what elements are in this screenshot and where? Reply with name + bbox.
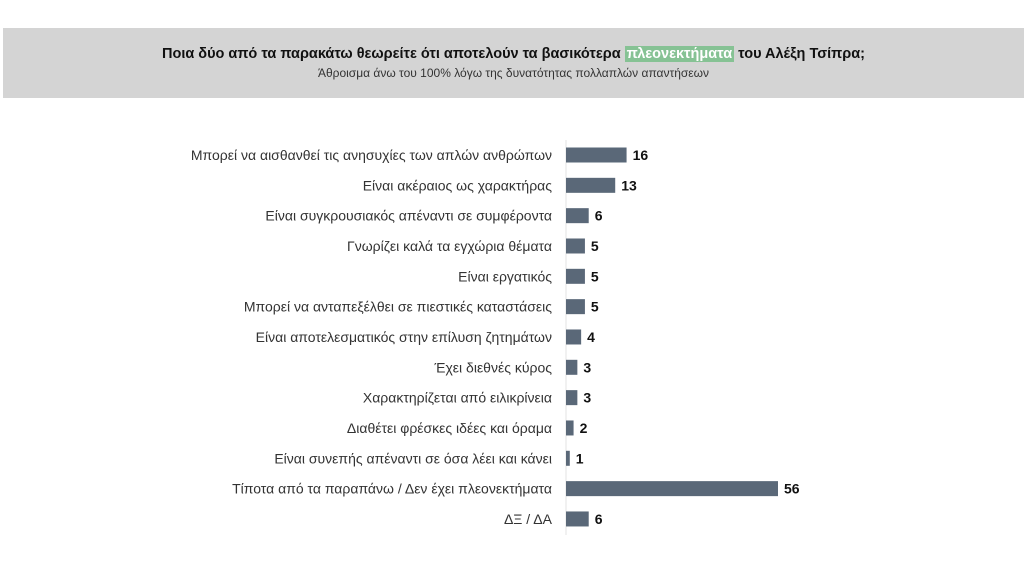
value-label: 2: [580, 420, 588, 436]
chart-header: Ποια δύο από τα παρακάτω θεωρείτε ότι απ…: [3, 28, 1024, 98]
bar: [566, 177, 616, 193]
title-highlight: πλεονεκτήματα: [624, 46, 735, 62]
title-text: Ποια δύο από τα παρακάτω θεωρείτε ότι απ…: [162, 46, 625, 62]
chart-title: Ποια δύο από τα παρακάτω θεωρείτε ότι απ…: [3, 46, 1024, 62]
category-label: Μπορεί να αισθανθεί τις ανησυχίες των απ…: [191, 147, 552, 163]
value-label: 5: [591, 238, 599, 254]
bar: [566, 329, 582, 345]
value-label: 6: [595, 511, 603, 527]
value-label: 5: [591, 268, 599, 284]
bar: [566, 511, 589, 527]
value-label: 1: [576, 450, 584, 466]
category-label: Γνωρίζει καλά τα εγχώρια θέματα: [347, 238, 552, 254]
category-label: Τίποτα από τα παραπάνω / Δεν έχει πλεονε…: [232, 481, 552, 497]
value-label: 3: [583, 359, 591, 375]
category-label: Είναι συγκρουσιακός απέναντι σε συμφέρον…: [265, 208, 552, 224]
bar: [566, 299, 585, 315]
value-label: 6: [595, 208, 603, 224]
value-label: 16: [633, 147, 649, 163]
category-label: Είναι αποτελεσματικός στην επίλυση ζητημ…: [256, 329, 552, 345]
bar: [566, 450, 570, 466]
bar: [566, 238, 585, 254]
chart-subtitle: Άθροισμα άνω του 100% λόγω της δυνατότητ…: [317, 66, 710, 80]
title-text-end: του Αλέξη Τσίπρα;: [734, 46, 865, 62]
category-label: Χαρακτηρίζεται από ειλικρίνεια: [363, 390, 552, 406]
bar: [566, 481, 778, 497]
value-label: 13: [621, 177, 637, 193]
bar: [566, 359, 578, 375]
bar: [566, 147, 627, 163]
bar: [566, 268, 585, 284]
value-label: 5: [591, 299, 599, 315]
category-label: Μπορεί να ανταπεξέλθει σε πιεστικές κατα…: [244, 299, 552, 315]
category-label: Διαθέτει φρέσκες ιδέες και όραμα: [347, 420, 552, 436]
category-label: Είναι συνεπής απέναντι σε όσα λέει και κ…: [274, 450, 552, 466]
bar: [566, 390, 578, 406]
value-label: 3: [583, 390, 591, 406]
value-label: 56: [784, 481, 800, 497]
bar: [566, 420, 574, 436]
category-label: Είναι εργατικός: [458, 268, 552, 284]
value-label: 4: [587, 329, 595, 345]
bar: [566, 208, 589, 224]
category-label: Είναι ακέραιος ως χαρακτήρας: [363, 177, 553, 193]
category-label: Έχει διεθνές κύρος: [433, 359, 552, 375]
category-label: ΔΞ / ΔΑ: [504, 511, 553, 527]
